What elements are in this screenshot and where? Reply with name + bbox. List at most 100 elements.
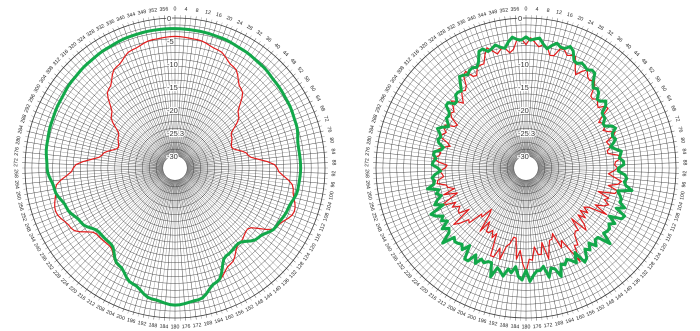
- angle-tick-label: 112: [318, 223, 327, 233]
- angle-tick-label: 200: [466, 313, 476, 322]
- grid-spoke: [175, 175, 181, 321]
- grid-spoke: [117, 26, 173, 162]
- grid-spoke: [127, 174, 173, 314]
- angle-tick-label: 136: [281, 277, 291, 287]
- angle-tick-label: 240: [32, 242, 42, 253]
- angle-tick-label: 84: [680, 148, 687, 154]
- grid-spoke: [526, 175, 532, 321]
- grid-spoke: [532, 115, 670, 166]
- grid-spoke: [177, 174, 228, 312]
- grid-spoke: [89, 173, 172, 295]
- angle-tick-label: 184: [510, 324, 519, 331]
- radial-ring-label: -5: [518, 37, 525, 46]
- angle-tick-label: 208: [446, 304, 457, 313]
- grid-spoke: [26, 130, 169, 167]
- grid-spoke: [42, 91, 169, 165]
- grid-spoke: [122, 24, 173, 162]
- grid-spoke: [35, 170, 169, 231]
- grid-spoke: [179, 54, 278, 163]
- angle-tick-label: 332: [95, 23, 106, 32]
- grid-spoke: [377, 130, 520, 167]
- angle-tick-label: 36: [264, 36, 272, 44]
- angle-tick-label: 288: [371, 114, 379, 124]
- grid-spoke: [376, 169, 519, 200]
- angle-tick-label: 96: [681, 181, 688, 187]
- grid-spoke: [440, 41, 523, 163]
- angle-tick-label: 164: [214, 317, 224, 325]
- grid-spoke: [431, 47, 522, 163]
- angle-tick-label: 348: [488, 9, 498, 17]
- grid-spoke: [373, 168, 519, 174]
- grid-spoke: [453, 32, 523, 162]
- angle-tick-label: 188: [148, 322, 158, 329]
- grid-spoke: [399, 82, 521, 165]
- grid-spoke: [178, 173, 257, 298]
- grid-spoke: [29, 120, 169, 166]
- angle-tick-label: 84: [329, 148, 336, 154]
- grid-spoke: [175, 175, 192, 321]
- grid-spoke: [182, 168, 328, 174]
- grid-spoke: [178, 173, 261, 295]
- grid-spoke: [374, 146, 519, 168]
- grid-spoke: [27, 125, 169, 167]
- grid-spoke: [93, 38, 172, 163]
- grid-spoke: [61, 172, 170, 271]
- grid-spoke: [177, 26, 233, 162]
- grid-spoke: [419, 173, 522, 279]
- grid-spoke: [48, 82, 170, 165]
- grid-spoke: [528, 174, 589, 308]
- angle-tick-label: 244: [378, 233, 387, 244]
- grid-spoke: [531, 172, 640, 271]
- grid-spoke: [382, 115, 520, 166]
- grid-spoke: [182, 168, 328, 179]
- grid-spoke: [527, 175, 553, 319]
- angle-tick-label: 156: [586, 309, 596, 318]
- grid-spoke: [178, 174, 248, 304]
- grid-spoke: [180, 172, 286, 275]
- grid-spoke: [177, 28, 238, 162]
- grid-spoke: [529, 174, 603, 301]
- grid-spoke: [181, 170, 319, 221]
- angle-tick-label: 188: [499, 322, 509, 329]
- grid-spoke: [527, 17, 553, 161]
- angle-tick-label: 284: [368, 125, 376, 135]
- grid-spoke: [80, 173, 171, 289]
- grid-spoke: [48, 171, 170, 254]
- grid-spoke: [25, 169, 168, 200]
- grid-spoke: [483, 174, 525, 316]
- grid-spoke: [378, 169, 520, 211]
- grid-spoke: [57, 69, 170, 164]
- angle-tick-label: 340: [467, 15, 477, 24]
- grid-spoke: [532, 130, 675, 167]
- grid-spoke: [27, 169, 169, 211]
- grid-spoke: [533, 146, 678, 168]
- radial-ring-label: -5: [167, 37, 174, 46]
- grid-spoke: [528, 174, 584, 310]
- grid-spoke: [528, 26, 584, 162]
- angle-tick-label: 60: [308, 85, 316, 93]
- grid-spoke: [176, 174, 218, 316]
- angle-tick-label: 124: [653, 252, 663, 263]
- angle-tick-label: 12: [556, 9, 563, 16]
- grid-spoke: [531, 82, 653, 165]
- grid-spoke: [57, 172, 170, 267]
- angle-tick-label: 32: [255, 29, 263, 37]
- grid-spoke: [531, 65, 640, 164]
- grid-spoke: [72, 54, 171, 163]
- angle-tick-label: 256: [367, 202, 375, 212]
- grid-spoke: [531, 69, 644, 164]
- grid-spoke: [102, 174, 172, 304]
- angle-tick-label: 76: [325, 126, 332, 133]
- grid-spoke: [529, 32, 599, 162]
- angle-tick-label: 248: [374, 223, 383, 233]
- grid-spoke: [180, 65, 289, 164]
- angle-tick-label: 268: [13, 169, 19, 178]
- angle-tick-label: 216: [427, 292, 438, 302]
- angle-tick-labels: 0 4 8 12 16 202428323640444852566064687276808…: [13, 6, 338, 330]
- grid-spoke: [84, 173, 171, 292]
- grid-spoke: [164, 15, 175, 161]
- grid-spoke: [499, 17, 525, 161]
- grid-spoke: [132, 174, 174, 316]
- grid-spoke: [529, 30, 594, 162]
- angle-tick-label: 52: [647, 66, 655, 74]
